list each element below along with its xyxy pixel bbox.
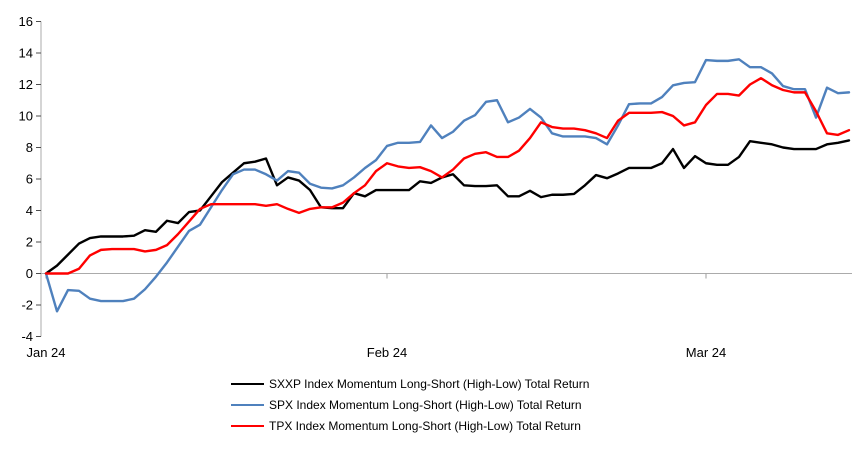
legend-item-sxxp: SXXP Index Momentum Long-Short (High-Low… [231,376,589,391]
legend-item-spx: SPX Index Momentum Long-Short (High-Low)… [231,397,589,412]
legend-line-sample-spx [231,403,264,406]
y-axis-tick-label: -4 [21,329,33,344]
y-axis-tick-label: -2 [21,298,33,313]
legend-label-spx: SPX Index Momentum Long-Short (High-Low)… [269,397,582,412]
x-axis-tick-label: Feb 24 [367,345,407,360]
legend-label-sxxp: SXXP Index Momentum Long-Short (High-Low… [269,376,590,391]
x-axis-tick-label: Mar 24 [686,345,726,360]
y-axis-tick-label: 14 [19,46,33,61]
y-axis-tick-label: 16 [19,14,33,29]
y-axis-tick-label: 2 [26,235,33,250]
legend-line-sample-tpx [231,424,264,427]
legend-line-sample-sxxp [231,382,264,385]
y-axis-tick-label: 0 [26,266,33,281]
series-line-spx [44,58,851,313]
y-axis-tick-label: 4 [26,203,33,218]
legend-item-tpx: TPX Index Momentum Long-Short (High-Low)… [231,418,589,433]
y-axis-tick-label: 6 [26,172,33,187]
series-line-tpx [44,76,851,275]
y-axis-tick-label: 10 [19,109,33,124]
series-line-sxxp [44,139,851,275]
y-axis-tick-label: 12 [19,77,33,92]
x-axis-tick-label: Jan 24 [26,345,65,360]
y-axis-tick-label: 8 [26,140,33,155]
chart-legend: SXXP Index Momentum Long-Short (High-Low… [231,376,589,433]
legend-label-tpx: TPX Index Momentum Long-Short (High-Low)… [269,418,581,433]
